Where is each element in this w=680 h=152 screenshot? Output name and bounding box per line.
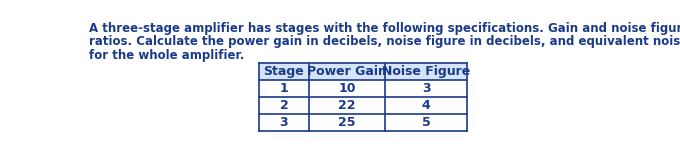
Text: 4: 4 — [422, 99, 430, 112]
Bar — [259, 80, 309, 97]
Bar — [386, 80, 467, 97]
Text: 5: 5 — [422, 116, 430, 129]
Bar — [309, 114, 386, 131]
Text: Noise Figure: Noise Figure — [382, 65, 471, 78]
Text: ratios. Calculate the power gain in decibels, noise figure in decibels, and equi: ratios. Calculate the power gain in deci… — [89, 35, 680, 48]
Bar — [386, 114, 467, 131]
Text: for the whole amplifier.: for the whole amplifier. — [89, 49, 245, 62]
Bar — [309, 63, 386, 80]
Text: Power Gain: Power Gain — [307, 65, 387, 78]
Text: 1: 1 — [279, 82, 288, 95]
Bar — [386, 63, 467, 80]
Text: 10: 10 — [339, 82, 356, 95]
Text: 2: 2 — [279, 99, 288, 112]
Text: Stage: Stage — [264, 65, 305, 78]
Text: 3: 3 — [279, 116, 288, 129]
Text: 25: 25 — [339, 116, 356, 129]
Bar — [259, 63, 309, 80]
Bar — [309, 80, 386, 97]
Text: A three-stage amplifier has stages with the following specifications. Gain and n: A three-stage amplifier has stages with … — [89, 22, 680, 35]
Bar — [386, 97, 467, 114]
Bar — [259, 114, 309, 131]
Text: 22: 22 — [339, 99, 356, 112]
Bar — [309, 97, 386, 114]
Text: 3: 3 — [422, 82, 430, 95]
Bar — [259, 97, 309, 114]
